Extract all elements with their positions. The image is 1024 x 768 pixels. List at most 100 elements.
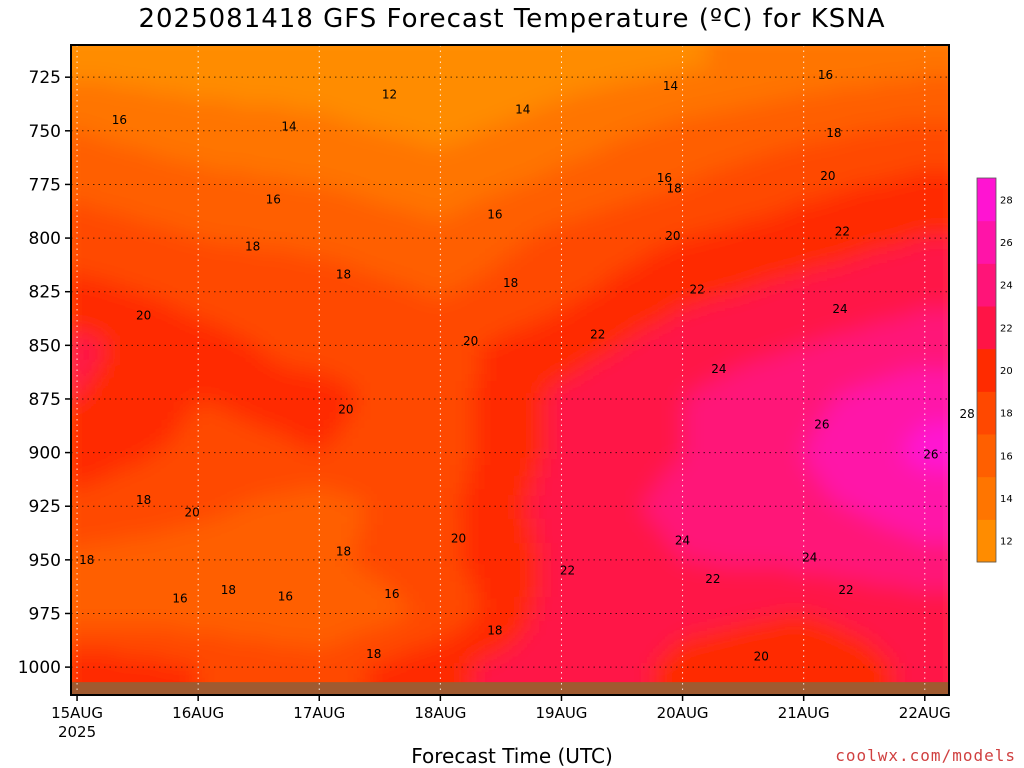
field-cell	[197, 195, 204, 202]
field-cell	[155, 165, 162, 172]
field-cell	[869, 183, 876, 190]
field-cell	[419, 213, 426, 220]
field-cell	[371, 189, 378, 196]
field-cell	[227, 207, 234, 214]
field-cell	[179, 51, 186, 58]
field-cell	[479, 93, 486, 100]
field-cell	[887, 153, 894, 160]
field-cell	[497, 195, 504, 202]
field-cell	[755, 141, 762, 148]
field-cell	[845, 213, 852, 220]
field-cell	[719, 189, 726, 196]
field-cell	[137, 63, 144, 70]
field-cell	[371, 153, 378, 160]
field-cell	[365, 165, 372, 172]
field-cell	[215, 117, 222, 124]
field-cell	[257, 45, 264, 52]
field-cell	[587, 33, 594, 40]
field-cell	[89, 231, 96, 238]
field-cell	[671, 219, 678, 226]
field-cell	[761, 123, 768, 130]
field-cell	[101, 57, 108, 64]
field-cell	[755, 57, 762, 64]
field-cell	[425, 105, 432, 112]
field-cell	[413, 159, 420, 166]
field-cell	[959, 165, 966, 172]
field-cell	[593, 57, 600, 64]
field-cell	[329, 93, 336, 100]
field-cell	[761, 141, 768, 148]
field-cell	[653, 177, 660, 184]
field-cell	[833, 219, 840, 226]
field-cell	[887, 201, 894, 208]
field-cell	[557, 153, 564, 160]
field-cell	[251, 105, 258, 112]
field-cell	[707, 99, 714, 106]
field-cell	[467, 69, 474, 76]
field-cell	[263, 177, 270, 184]
field-cell	[665, 225, 672, 232]
field-cell	[101, 153, 108, 160]
field-cell	[479, 171, 486, 178]
field-cell	[863, 171, 870, 178]
field-cell	[335, 75, 342, 82]
field-cell	[125, 147, 132, 154]
field-cell	[941, 153, 948, 160]
field-cell	[797, 213, 804, 220]
field-cell	[365, 105, 372, 112]
field-cell	[227, 81, 234, 88]
field-cell	[89, 117, 96, 124]
field-cell	[707, 225, 714, 232]
field-cell	[485, 129, 492, 136]
field-cell	[905, 225, 912, 232]
field-cell	[323, 201, 330, 208]
field-cell	[395, 99, 402, 106]
field-cell	[857, 129, 864, 136]
field-cell	[773, 201, 780, 208]
field-cell	[293, 153, 300, 160]
field-cell	[947, 123, 949, 130]
field-cell	[347, 87, 354, 94]
field-cell	[731, 201, 738, 208]
field-cell	[359, 57, 366, 64]
field-cell	[77, 171, 84, 178]
field-cell	[299, 147, 306, 154]
field-cell	[581, 195, 588, 202]
field-cell	[149, 123, 156, 130]
field-cell	[527, 171, 534, 178]
field-cell	[275, 99, 282, 106]
field-cell	[341, 171, 348, 178]
field-cell	[377, 57, 384, 64]
field-cell	[149, 51, 156, 58]
field-cell	[731, 129, 738, 136]
field-cell	[641, 87, 648, 94]
field-cell	[311, 99, 318, 106]
field-cell	[623, 201, 630, 208]
field-cell	[581, 225, 588, 232]
field-cell	[83, 207, 90, 214]
field-cell	[101, 165, 108, 172]
field-cell	[887, 75, 894, 82]
field-cell	[629, 201, 636, 208]
field-cell	[695, 105, 702, 112]
field-cell	[119, 141, 126, 148]
field-cell	[731, 87, 738, 94]
field-cell	[113, 171, 120, 178]
field-cell	[551, 87, 558, 94]
field-cell	[707, 153, 714, 160]
field-cell	[743, 123, 750, 130]
field-cell	[521, 189, 528, 196]
field-cell	[929, 147, 936, 154]
field-cell	[683, 201, 690, 208]
field-cell	[509, 57, 516, 64]
field-cell	[641, 213, 648, 220]
field-cell	[491, 177, 498, 184]
field-cell	[317, 141, 324, 148]
field-cell	[485, 225, 492, 232]
field-cell	[323, 129, 330, 136]
field-cell	[101, 51, 108, 58]
field-cell	[911, 45, 918, 52]
field-cell	[695, 165, 702, 172]
field-cell	[941, 87, 948, 94]
field-cell	[239, 81, 246, 88]
